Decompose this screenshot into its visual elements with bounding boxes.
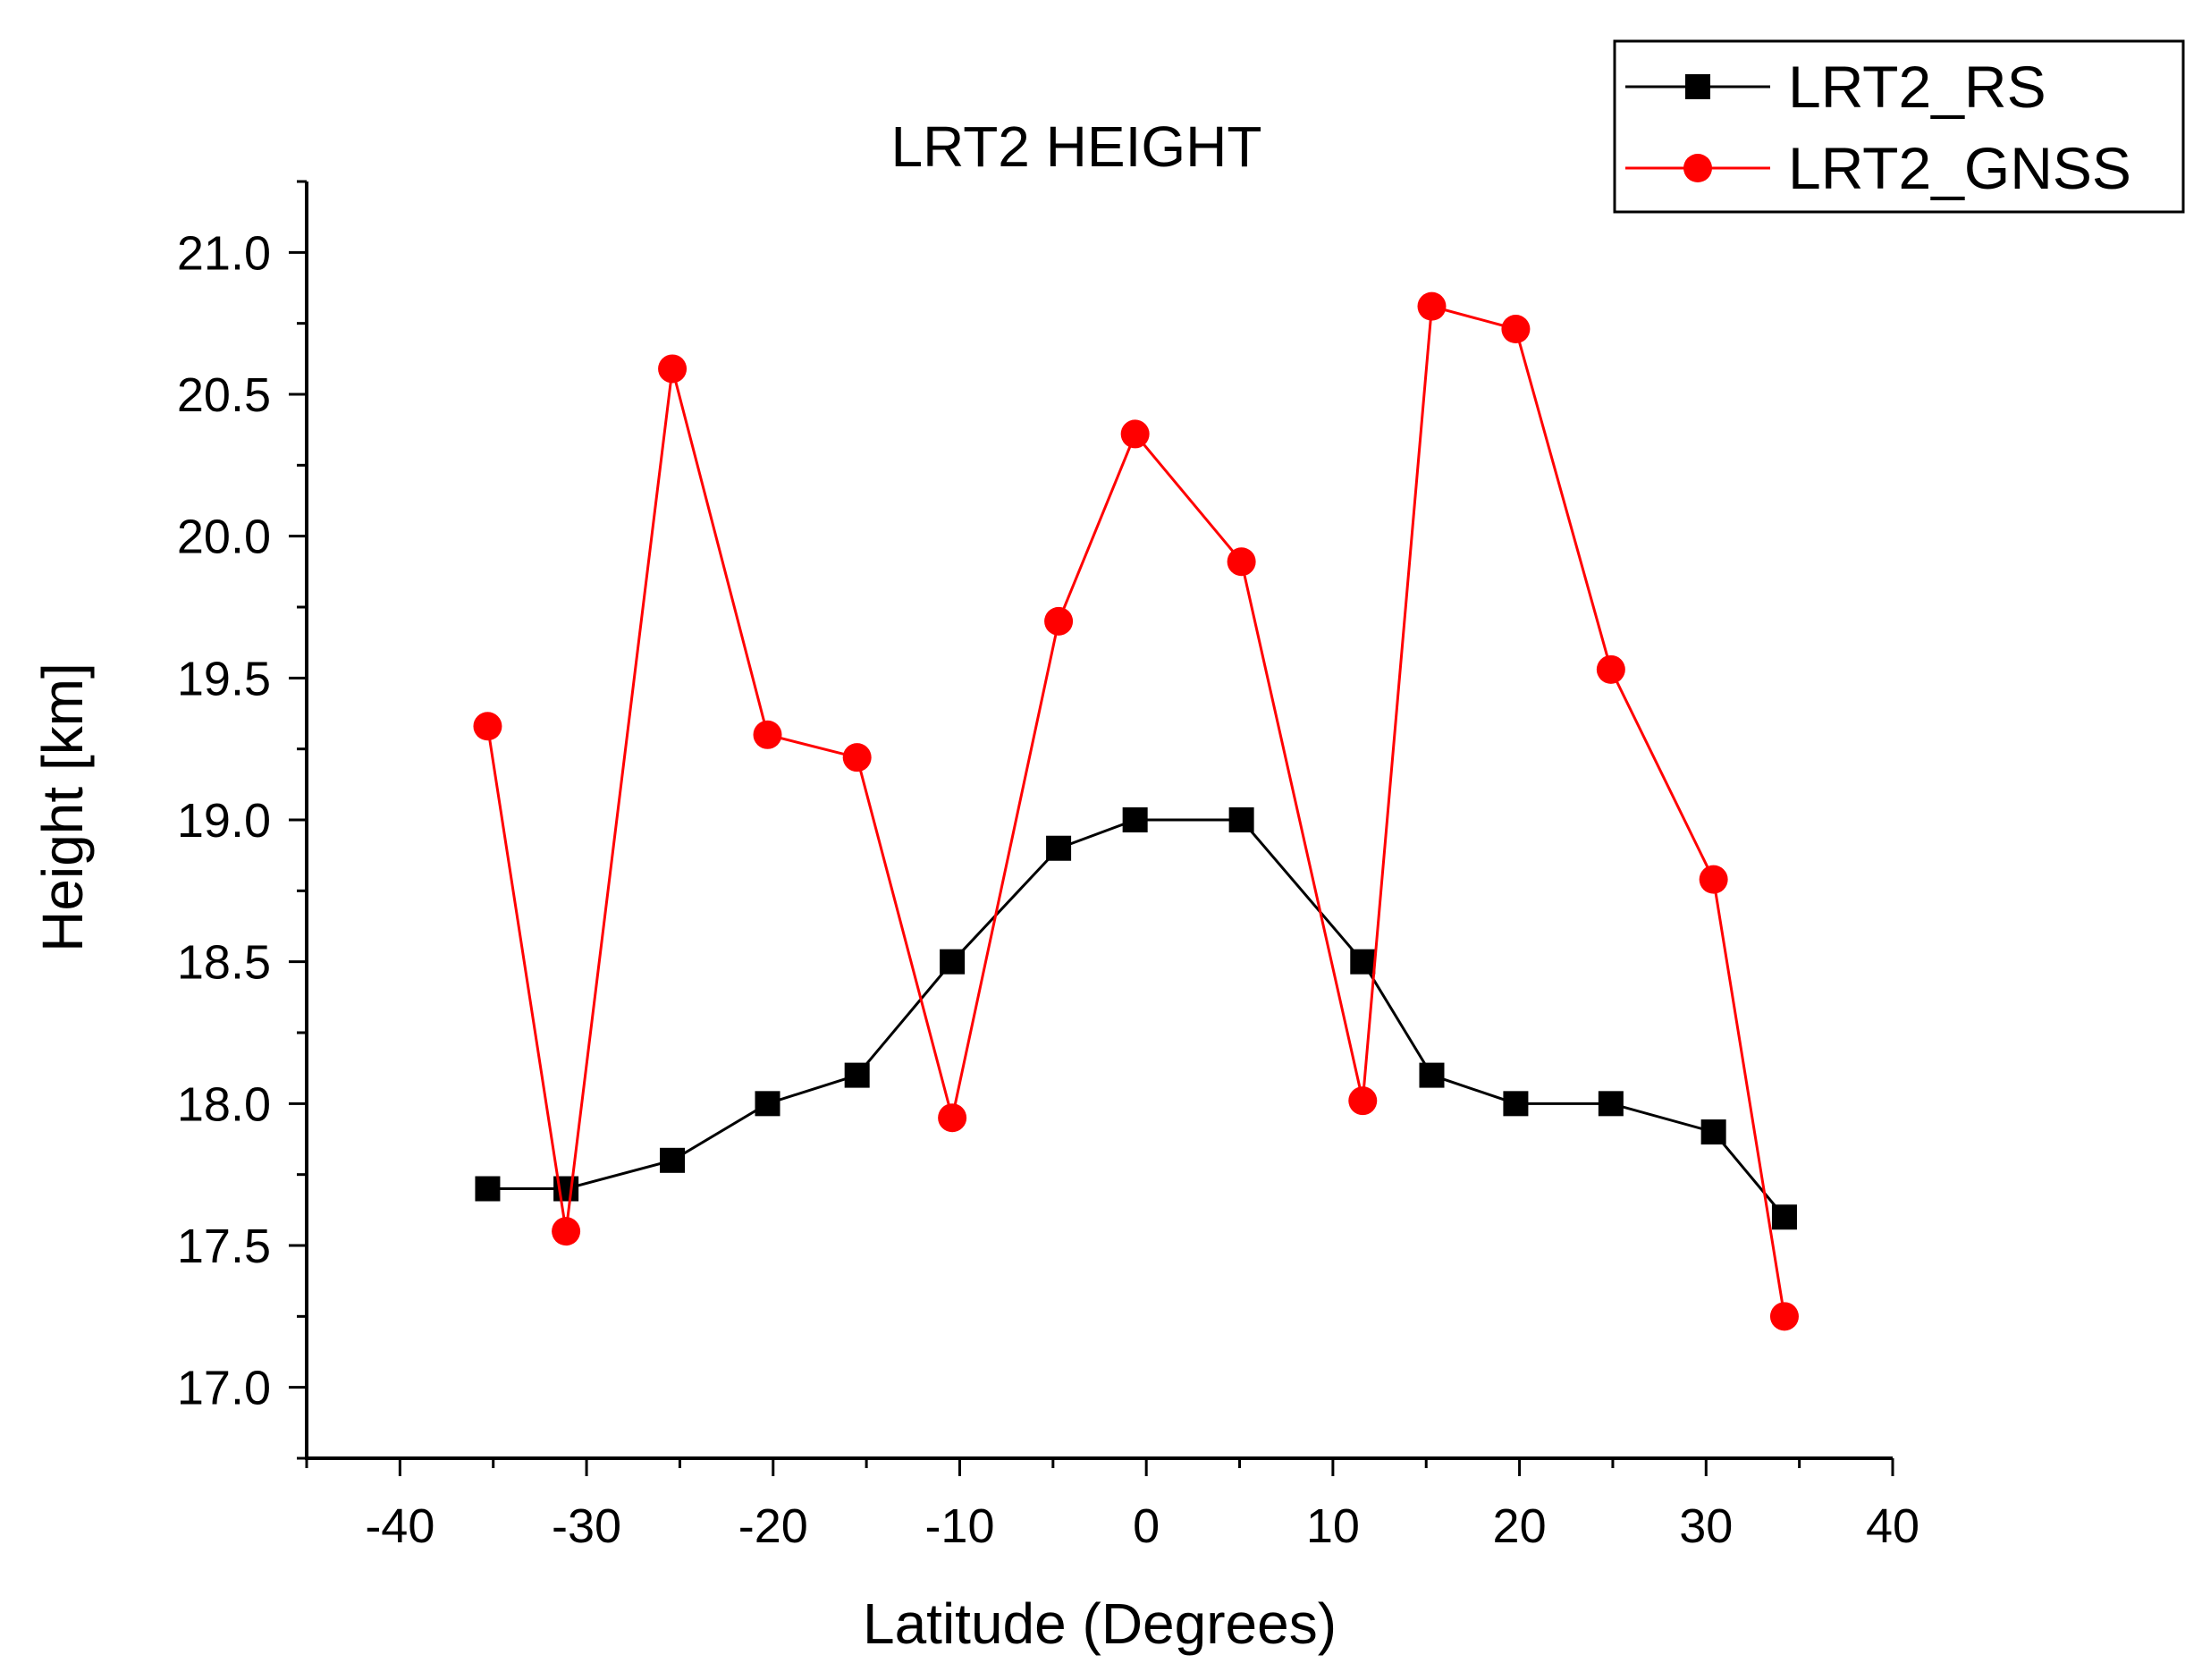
data-point (1771, 1204, 1797, 1230)
y-tick-label: 18.0 (177, 1077, 271, 1131)
x-tick-label: 0 (1133, 1499, 1160, 1553)
data-point (1044, 606, 1074, 636)
y-tick-label: 20.0 (177, 511, 271, 564)
data-point (660, 1147, 686, 1173)
x-tick-label: -10 (924, 1499, 994, 1553)
data-point (1596, 654, 1625, 684)
data-point (1417, 291, 1447, 321)
data-point (1228, 807, 1254, 832)
data-point (1348, 1086, 1378, 1116)
x-ticks: -40 -30 -20 -10 0 10 20 30 40 (305, 1458, 1919, 1553)
data-point (844, 1062, 870, 1088)
y-tick-label: 18.5 (177, 936, 271, 990)
x-tick-label: -40 (365, 1499, 434, 1553)
data-point (940, 949, 966, 975)
x-tick-label: 10 (1306, 1499, 1360, 1553)
plot-area: -40 -30 -20 -10 0 10 20 30 40 17.0 17.5 18.0 18.5 19… (177, 180, 1919, 1553)
data-point (753, 720, 782, 749)
data-point (1120, 419, 1150, 449)
data-point (473, 712, 502, 741)
data-point (938, 1103, 967, 1133)
data-point (1598, 1091, 1624, 1117)
data-point (1227, 547, 1256, 577)
series-layer (473, 291, 1799, 1331)
x-tick-label: -30 (552, 1499, 621, 1553)
data-point (552, 1217, 581, 1246)
x-axis-label: Latitude (Degrees) (863, 1591, 1337, 1656)
data-point (1046, 835, 1072, 861)
series-LRT2_RS (475, 807, 1797, 1230)
legend: LRT2_RS LRT2_GNSS (1613, 39, 2185, 214)
legend-marker-rs (1685, 74, 1710, 99)
data-point (1350, 949, 1376, 975)
legend-box (1613, 39, 2185, 214)
data-point (1769, 1302, 1799, 1331)
y-tick-label: 19.0 (177, 794, 271, 848)
data-point (1700, 1119, 1726, 1145)
data-point (1503, 1091, 1529, 1117)
y-tick-label: 19.5 (177, 652, 271, 705)
y-tick-label: 17.0 (177, 1362, 271, 1415)
legend-label-gnss: LRT2_GNSS (1788, 135, 2131, 201)
data-point (1419, 1062, 1445, 1088)
legend-label-rs: LRT2_RS (1788, 54, 2046, 120)
y-axis-label: Height [km] (30, 663, 95, 952)
y-ticks: 17.0 17.5 18.0 18.5 19.0 19.5 20.0 20.5 21.0 (177, 180, 307, 1460)
x-tick-label: 20 (1493, 1499, 1547, 1553)
data-point (658, 354, 688, 384)
series-LRT2_GNSS (473, 291, 1799, 1331)
legend-marker-gnss (1683, 154, 1712, 182)
data-point (475, 1176, 501, 1202)
x-tick-label: -20 (738, 1499, 808, 1553)
chart-title: LRT2 HEIGHT (891, 114, 1262, 179)
y-tick-label: 21.0 (177, 226, 271, 280)
x-tick-label: 30 (1679, 1499, 1733, 1553)
data-point (1699, 865, 1728, 894)
data-point (842, 743, 872, 772)
data-point (1122, 807, 1148, 832)
y-tick-label: 20.5 (177, 368, 271, 422)
data-point (755, 1091, 780, 1117)
y-tick-label: 17.5 (177, 1220, 271, 1273)
x-tick-label: 40 (1866, 1499, 1919, 1553)
data-point (1501, 315, 1531, 344)
